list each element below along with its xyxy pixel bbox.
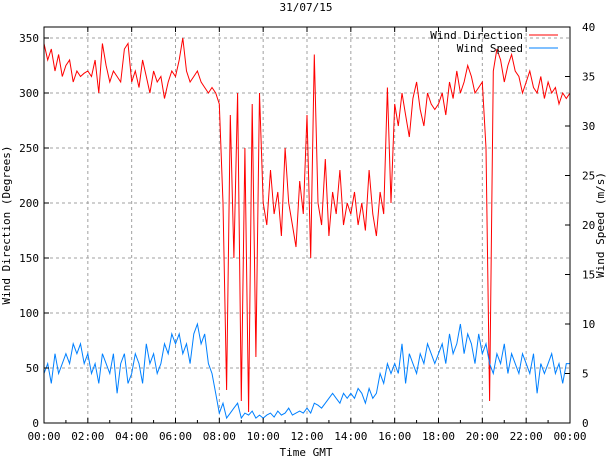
y2-tick-label: 5 [582,368,589,381]
chart-title: 31/07/15 [280,1,333,14]
y2-tick-label: 20 [582,219,595,232]
x-tick-label: 18:00 [422,430,455,443]
x-tick-label: 22:00 [510,430,543,443]
x-tick-label: 16:00 [378,430,411,443]
y2-tick-label: 40 [582,21,595,34]
legend-label: Wind Speed [457,42,523,55]
y-tick-label: 0 [32,417,39,430]
x-tick-label: 04:00 [115,430,148,443]
x-tick-label: 20:00 [466,430,499,443]
y-axis-label: Wind Direction (Degrees) [0,146,13,305]
x-axis-label: Time GMT [280,446,333,459]
x-tick-label: 02:00 [71,430,104,443]
y-tick-label: 250 [19,142,39,155]
y-tick-label: 350 [19,32,39,45]
y2-tick-label: 30 [582,120,595,133]
y-tick-label: 150 [19,252,39,265]
y-tick-label: 100 [19,307,39,320]
y2-tick-label: 15 [582,269,595,282]
x-tick-label: 12:00 [290,430,323,443]
x-tick-label: 00:00 [553,430,586,443]
series-line-wind-speed [43,322,570,420]
legend-label: Wind Direction [430,29,523,42]
y-tick-label: 200 [19,197,39,210]
y2-tick-label: 10 [582,318,595,331]
x-tick-label: 06:00 [159,430,192,443]
y-tick-label: 50 [26,362,39,375]
series-line-wind-direction [43,37,571,413]
x-tick-label: 14:00 [334,430,367,443]
y2-axis-label: Wind Speed (m/s) [594,172,607,278]
y2-tick-label: 0 [582,417,589,430]
y-tick-label: 300 [19,87,39,100]
y2-tick-label: 25 [582,170,595,183]
y2-tick-label: 35 [582,71,595,84]
x-tick-label: 00:00 [27,430,60,443]
x-tick-label: 08:00 [203,430,236,443]
x-tick-label: 10:00 [247,430,280,443]
